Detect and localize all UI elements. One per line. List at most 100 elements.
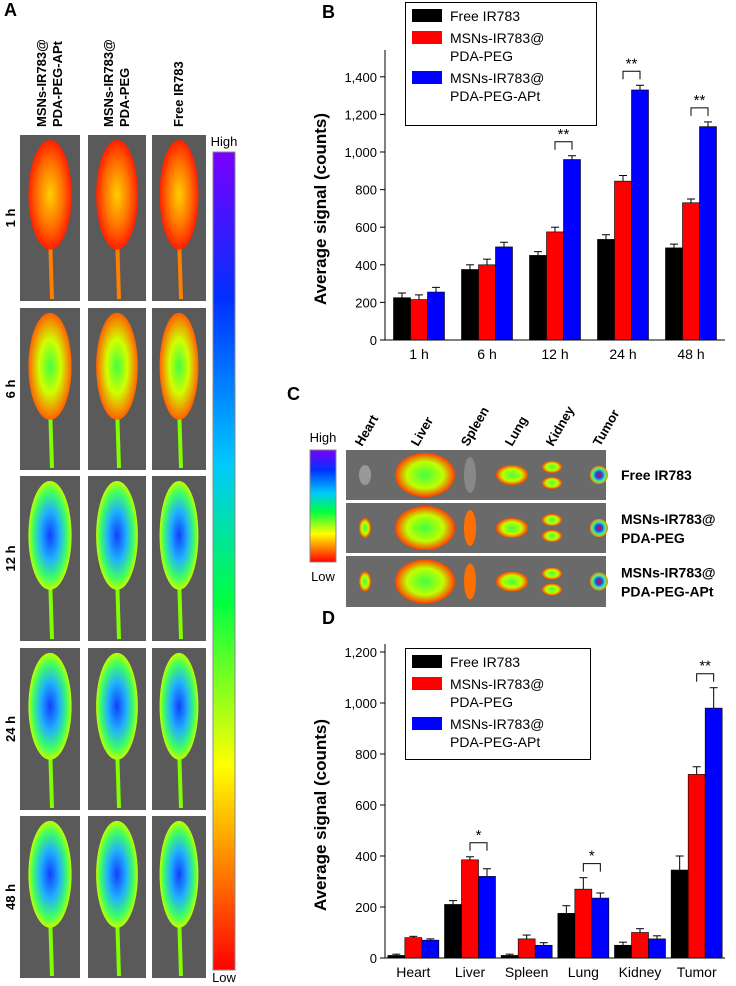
legend-label: MSNs-IR783@ PDA-PEG-APt bbox=[450, 716, 545, 750]
y-tick-label: 0 bbox=[370, 951, 377, 966]
organ-label: Liver bbox=[408, 414, 437, 448]
mouse-body bbox=[159, 480, 199, 590]
error-bar bbox=[539, 942, 548, 946]
legend-label: MSNs-IR783@ PDA-PEG bbox=[450, 676, 545, 710]
y-tick-label: 1,000 bbox=[344, 696, 377, 711]
mouse-body bbox=[96, 820, 138, 928]
error-bar bbox=[466, 264, 474, 270]
legend-box: Free IR783 MSNs-IR783@ PDA-PEG MSNs-IR783@… bbox=[405, 648, 591, 760]
bar bbox=[591, 897, 610, 959]
error-bar bbox=[636, 928, 644, 933]
error-bar bbox=[602, 234, 610, 240]
y-tick-label: 1,000 bbox=[344, 145, 377, 160]
y-axis-label: Average signal (counts) bbox=[311, 719, 330, 911]
x-tick-label: Spleen bbox=[505, 964, 549, 980]
column-label-line: Free IR783 bbox=[171, 61, 186, 127]
organ bbox=[464, 510, 476, 546]
bar bbox=[534, 944, 553, 959]
legend-entry: MSNs-IR783@ PDA-PEG-APt bbox=[412, 715, 584, 751]
error-bar bbox=[670, 243, 678, 248]
mouse-body bbox=[159, 139, 199, 250]
bar bbox=[495, 246, 513, 341]
bar bbox=[574, 888, 593, 959]
organ-label: Heart bbox=[352, 412, 382, 449]
bar bbox=[665, 247, 683, 341]
error-bar bbox=[409, 935, 418, 938]
bar bbox=[546, 231, 564, 341]
error-bar bbox=[579, 877, 588, 890]
significance-label: ** bbox=[558, 126, 570, 143]
time-label: 1 h bbox=[3, 209, 18, 228]
error-bar bbox=[636, 84, 644, 90]
panel-label: C bbox=[287, 384, 300, 404]
column-label-line: PDA-PEG-APt bbox=[50, 40, 65, 127]
x-tick-label: Kidney bbox=[619, 964, 662, 980]
bar bbox=[444, 904, 462, 959]
row-label-line: MSNs-IR783@ bbox=[621, 511, 716, 527]
y-tick-label: 800 bbox=[355, 183, 377, 198]
mouse-body bbox=[28, 652, 72, 760]
y-tick-label: 800 bbox=[355, 747, 377, 762]
legend: Free IR783 MSNs-IR783@ PDA-PEG MSNs-IR783@… bbox=[405, 2, 597, 126]
bar bbox=[614, 180, 632, 341]
legend-label: Free IR783 bbox=[450, 8, 521, 24]
error-bar bbox=[432, 286, 440, 293]
bar bbox=[500, 955, 519, 959]
mouse-body bbox=[159, 652, 199, 760]
bar bbox=[478, 264, 496, 341]
error-bar bbox=[619, 941, 627, 946]
bar bbox=[614, 944, 632, 959]
organ bbox=[395, 559, 455, 604]
organ bbox=[496, 465, 528, 485]
legend-entry: MSNs-IR783@ PDA-PEG-APt bbox=[412, 69, 590, 105]
bar bbox=[670, 869, 689, 959]
bar bbox=[557, 913, 576, 959]
row-label-line: Free IR783 bbox=[621, 467, 692, 483]
mouse-body bbox=[28, 139, 72, 250]
bar bbox=[704, 707, 723, 959]
legend-swatch bbox=[412, 71, 442, 84]
color-scale bbox=[212, 151, 236, 971]
row-label: MSNs-IR783@ PDA-PEG-APt bbox=[621, 565, 716, 600]
significance-bracket bbox=[554, 141, 573, 150]
organ bbox=[464, 457, 476, 493]
time-label: 48 h bbox=[3, 884, 18, 910]
error-bar bbox=[392, 953, 401, 956]
row-label: MSNs-IR783@ PDA-PEG bbox=[621, 511, 716, 546]
mouse-body bbox=[96, 652, 138, 760]
mouse-body bbox=[159, 820, 199, 928]
column-label: MSNs-IR783@PDA-PEG bbox=[101, 39, 132, 127]
x-tick-label: 12 h bbox=[541, 346, 568, 362]
y-tick-label: 200 bbox=[355, 900, 377, 915]
significance-bracket bbox=[696, 673, 715, 682]
error-bar bbox=[692, 766, 701, 775]
scale-low: Low bbox=[212, 970, 236, 985]
error-bar bbox=[505, 953, 514, 956]
organ bbox=[359, 465, 371, 485]
row-label-line: PDA-PEG-APt bbox=[621, 584, 714, 600]
bar bbox=[387, 955, 406, 959]
row-label: Free IR783 bbox=[621, 467, 692, 483]
y-tick-label: 0 bbox=[370, 333, 377, 348]
bar bbox=[427, 291, 445, 341]
bar bbox=[563, 159, 581, 341]
mouse-body bbox=[159, 312, 199, 420]
legend-label: MSNs-IR783@ PDA-PEG bbox=[450, 30, 545, 64]
significance-bracket bbox=[469, 842, 488, 851]
legend-entry: Free IR783 bbox=[412, 7, 590, 25]
x-tick-label: Tumor bbox=[677, 964, 717, 980]
organ bbox=[395, 506, 455, 550]
bar bbox=[699, 126, 717, 341]
legend-swatch bbox=[412, 677, 442, 690]
bar bbox=[648, 938, 666, 959]
row-label-line: PDA-PEG bbox=[621, 530, 685, 546]
mouse-body bbox=[96, 480, 138, 590]
column-label-line: PDA-PEG bbox=[117, 68, 132, 127]
column-label-line: MSNs-IR783@ bbox=[101, 39, 116, 127]
legend-swatch bbox=[412, 717, 442, 730]
bar bbox=[461, 859, 479, 959]
bar bbox=[631, 932, 649, 959]
significance-label: ** bbox=[699, 658, 711, 675]
